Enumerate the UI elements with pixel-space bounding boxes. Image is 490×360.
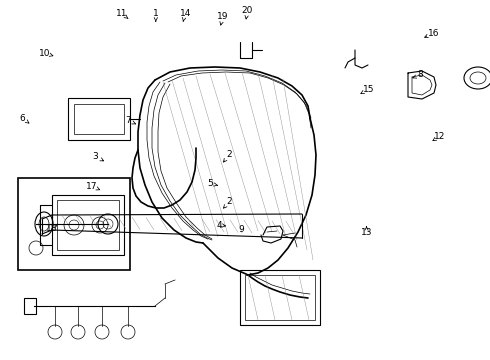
Bar bbox=[18, 178, 130, 270]
Text: 8: 8 bbox=[417, 71, 423, 80]
Text: 19: 19 bbox=[217, 12, 229, 21]
Bar bbox=[52, 195, 124, 255]
Text: 1: 1 bbox=[153, 9, 159, 18]
Text: 18: 18 bbox=[46, 224, 57, 233]
Text: 6: 6 bbox=[19, 114, 25, 123]
Text: 20: 20 bbox=[242, 6, 253, 15]
Text: 13: 13 bbox=[361, 228, 372, 237]
Text: 14: 14 bbox=[179, 9, 191, 18]
Text: 5: 5 bbox=[207, 179, 213, 188]
Bar bbox=[74, 104, 124, 134]
Text: 12: 12 bbox=[434, 132, 446, 141]
Bar bbox=[24, 298, 36, 314]
Text: 17: 17 bbox=[86, 182, 98, 191]
Text: 9: 9 bbox=[238, 225, 244, 234]
Bar bbox=[245, 275, 315, 320]
Text: 16: 16 bbox=[428, 29, 440, 38]
Text: 2: 2 bbox=[226, 197, 232, 206]
Text: 15: 15 bbox=[363, 85, 374, 94]
Bar bbox=[240, 270, 320, 325]
Text: 7: 7 bbox=[125, 116, 131, 125]
Text: 2: 2 bbox=[226, 150, 232, 159]
Text: 4: 4 bbox=[216, 220, 222, 230]
Text: 3: 3 bbox=[93, 152, 98, 161]
Bar bbox=[68, 98, 130, 140]
Bar bbox=[57, 200, 119, 250]
Text: 10: 10 bbox=[39, 49, 51, 58]
Text: 11: 11 bbox=[116, 9, 127, 18]
